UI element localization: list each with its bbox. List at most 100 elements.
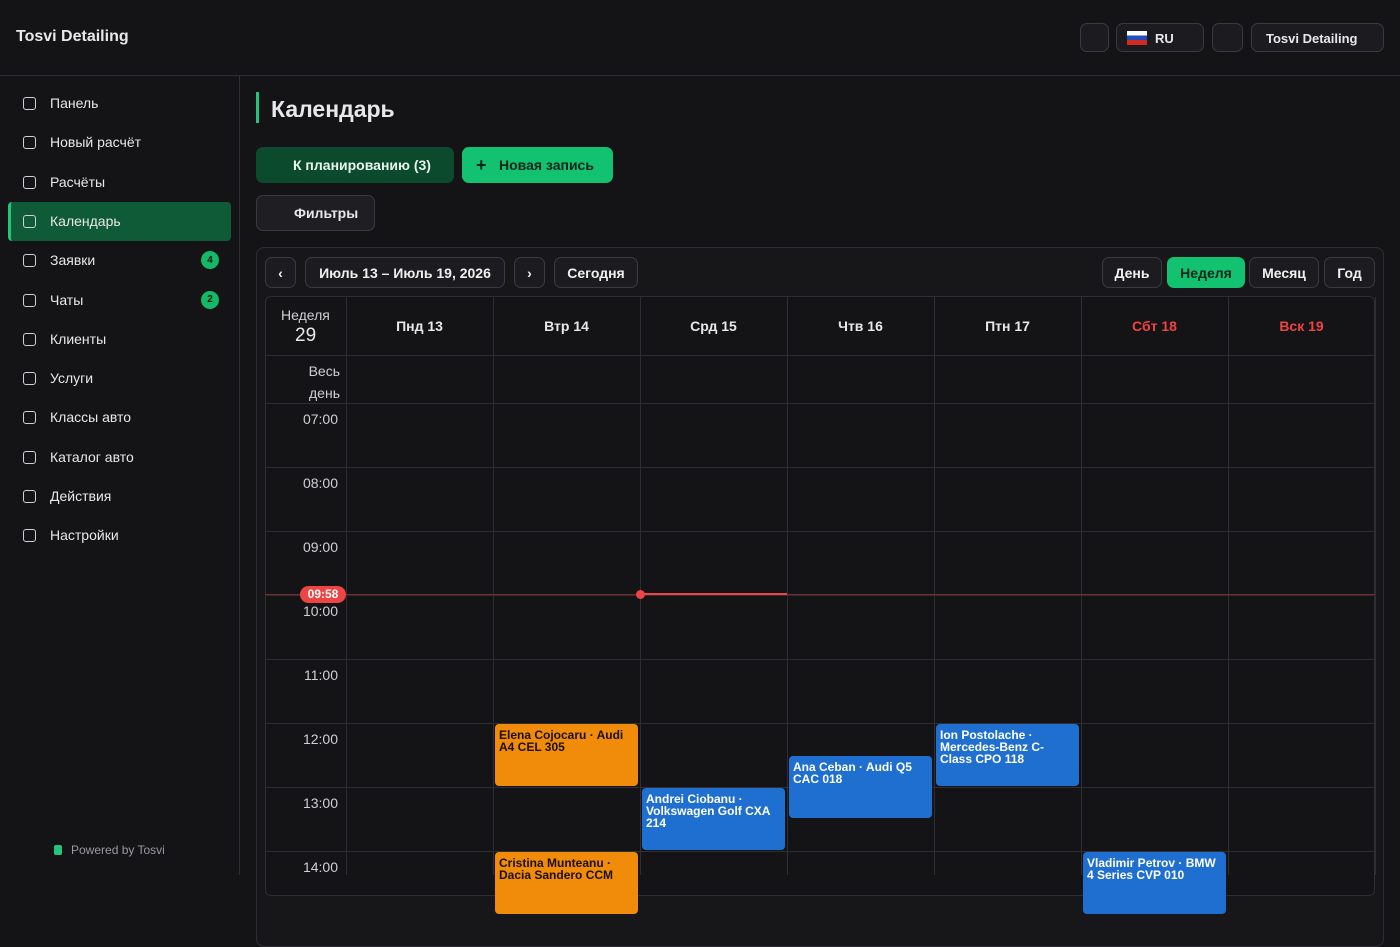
page-title: Календарь (271, 96, 395, 122)
filters-button[interactable]: Фильтры (256, 195, 375, 231)
nav-label: Услуги (50, 370, 94, 387)
column-line (934, 297, 935, 875)
nav-item[interactable]: Заявки 4 (8, 241, 231, 280)
row-line (265, 355, 1375, 356)
nav-item[interactable]: Классы авто (8, 398, 231, 437)
nav-label: Заявки (50, 252, 96, 269)
view-button[interactable]: Месяц (1249, 257, 1319, 288)
row-line (265, 851, 1375, 852)
sidebar-footer[interactable]: Powered by Tosvi (71, 843, 165, 857)
nav-label: Чаты (50, 291, 84, 308)
column-line (787, 297, 788, 875)
nav-item[interactable]: Новый расчёт (8, 123, 231, 162)
row-line (265, 403, 1375, 404)
nav-icon (23, 214, 36, 228)
prev-button[interactable]: ‹ (265, 257, 296, 288)
button-label: Новая запись (499, 157, 594, 173)
hour-label: 12:00 (302, 731, 338, 747)
row-line (265, 723, 1375, 724)
language: RU (1155, 31, 1174, 46)
flag (1127, 31, 1147, 45)
nav-icon (23, 136, 36, 150)
app: Tosvi Detailing RU Tosvi Detailing Панель Но… (0, 23, 1400, 947)
nav-label: Новый расчёт (50, 134, 142, 151)
column-line (1081, 297, 1082, 875)
nav-label: Настройки (50, 527, 119, 544)
nav-item[interactable]: Панель (8, 84, 231, 123)
nav-item[interactable]: Каталог авто (8, 438, 231, 477)
day-header: Пнд 13 (396, 318, 443, 334)
hour-label: 13:00 (302, 795, 338, 811)
view-button[interactable]: День (1102, 257, 1162, 288)
nav-label: Классы авто (50, 409, 132, 426)
new-button[interactable]: + Новая запись (462, 147, 613, 183)
range-label[interactable]: Июль 13 – Июль 19, 2026 (305, 257, 505, 288)
event[interactable]: Vladimir Petrov · BMW 4 Series CVP 010 (1083, 852, 1226, 914)
nav-item[interactable]: Настройки (8, 516, 231, 555)
nav-label: Действия (50, 488, 112, 504)
all-day-label: Весь день (308, 363, 340, 401)
row-line (265, 595, 1375, 596)
nav-icon (23, 175, 36, 189)
nav-label: Календарь (50, 212, 121, 229)
event[interactable]: Ana Ceban · Audi Q5 CAC 018 (789, 756, 932, 818)
nav-icon (23, 332, 36, 346)
nav-item[interactable]: Клиенты (8, 320, 231, 359)
header-border (0, 75, 1400, 76)
footer-logo (54, 845, 62, 855)
event[interactable]: Cristina Munteanu · Dacia Sandero CCM (495, 852, 638, 914)
schedule-button[interactable]: К планированию (3) (256, 147, 454, 183)
week-label: Неделя (281, 307, 330, 323)
today-button[interactable]: Сегодня (554, 257, 638, 288)
day-header: Вск 19 (1279, 318, 1324, 334)
theme-button[interactable] (1212, 23, 1243, 52)
next-button[interactable]: › (514, 257, 545, 288)
nav-icon (23, 529, 36, 543)
column-line (1375, 297, 1376, 875)
nav-item[interactable]: Действия (8, 477, 231, 516)
sidebar-border (239, 76, 240, 875)
event[interactable]: Andrei Ciobanu · Volkswagen Golf CXA 214 (642, 788, 785, 850)
debug-button[interactable] (1080, 23, 1109, 52)
nav-label: Расчёты (50, 173, 106, 190)
account-menu[interactable]: Tosvi Detailing (1251, 23, 1384, 52)
day-header: Птн 17 (985, 318, 1030, 334)
nav-icon (23, 293, 36, 307)
nav-badge: 4 (201, 251, 219, 270)
view-button[interactable]: Год (1324, 257, 1375, 288)
nav-badge: 2 (201, 290, 219, 309)
event[interactable]: Elena Cojocaru · Audi A4 CEL 305 (495, 724, 638, 786)
nav-label: Панель (50, 95, 99, 111)
title-accent (256, 92, 259, 123)
hour-label: 11:00 (304, 667, 338, 683)
nav-item[interactable]: Чаты 2 (8, 281, 231, 320)
nav-item[interactable]: Календарь (8, 201, 231, 241)
row-line (265, 467, 1375, 468)
day-header: Чтв 16 (838, 318, 883, 334)
nav-item[interactable]: Услуги (8, 359, 231, 398)
now-line (265, 594, 1375, 595)
column-line (493, 297, 494, 875)
column-line (1228, 297, 1229, 875)
row-line (265, 659, 1375, 660)
language-select[interactable]: RU (1116, 23, 1204, 52)
now-dot (636, 590, 645, 599)
column-line (346, 297, 347, 875)
nav-icon (23, 254, 36, 268)
nav-icon (23, 450, 36, 464)
page: Tosvi Detailing RU Tosvi Detailing Панель Но… (0, 23, 1400, 947)
brand: Tosvi Detailing (16, 28, 129, 45)
now-label: 09:58 (300, 586, 346, 603)
nav-item[interactable]: Расчёты (8, 163, 231, 202)
hour-label: 09:00 (302, 539, 338, 555)
hour-label: 10:00 (302, 603, 338, 619)
view-button[interactable]: Неделя (1167, 257, 1245, 288)
nav-label: Каталог авто (50, 448, 134, 465)
event[interactable]: Ion Postolache · Mercedes-Benz C-Class C… (936, 724, 1079, 786)
hour-label: 07:00 (302, 411, 338, 427)
week-number: 29 (295, 325, 317, 346)
day-header: Сбт 18 (1132, 318, 1177, 334)
now-line-today (640, 593, 787, 595)
column-line (640, 297, 641, 875)
nav-icon (23, 490, 36, 503)
